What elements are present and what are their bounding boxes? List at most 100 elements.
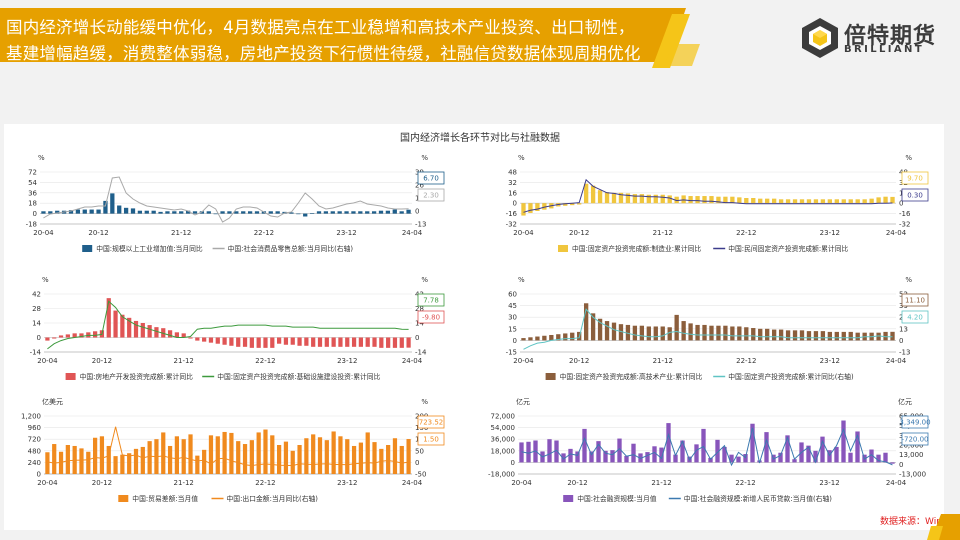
- bar: [345, 337, 350, 347]
- bar: [688, 196, 693, 204]
- bar: [337, 211, 342, 214]
- bar: [195, 337, 200, 341]
- y-axis-unit-right: 亿元: [898, 397, 912, 406]
- x-tick-label: 20-12: [569, 229, 589, 237]
- bar: [297, 445, 302, 474]
- bar: [174, 436, 180, 474]
- y-axis-unit-right: %: [905, 154, 912, 162]
- x-tick-label: 20-12: [88, 229, 108, 237]
- bar: [604, 192, 610, 204]
- chart-panel-2: %%4832160-16-324832160-16-3220-0420-1221…: [506, 154, 929, 253]
- bar: [229, 432, 234, 474]
- bar: [792, 330, 798, 341]
- y-tick-label-right: -13,000: [899, 471, 926, 479]
- bar: [110, 193, 115, 214]
- bar: [813, 199, 819, 204]
- bar: [827, 450, 832, 463]
- bar: [206, 211, 211, 214]
- y-tick-label-left: 960: [28, 424, 41, 432]
- x-tick-label: 22-12: [255, 479, 275, 487]
- bar: [582, 428, 587, 463]
- bar: [806, 199, 812, 204]
- bar: [158, 211, 163, 214]
- cube-logo-icon: [802, 18, 838, 58]
- legend-label: 中国:出口金额:当月同比(右轴): [227, 494, 319, 503]
- bar: [674, 314, 679, 341]
- bar: [338, 337, 343, 347]
- brand-logo: 倍特期货 BRILLIANT: [800, 16, 950, 62]
- callout-value: 1.50: [423, 436, 439, 444]
- bar: [399, 337, 404, 348]
- bar: [371, 211, 377, 214]
- x-tick-label: 21-12: [174, 357, 194, 365]
- legend-label: 中国:固定资产投资完成额:高技术产业:累计同比: [560, 372, 703, 381]
- bar: [695, 196, 700, 204]
- bar: [561, 453, 566, 463]
- y-tick-label-left: 0: [511, 459, 515, 467]
- bar: [68, 210, 74, 214]
- callout-box: [417, 432, 445, 446]
- bar: [883, 331, 888, 341]
- bar: [247, 211, 253, 214]
- bar: [876, 332, 881, 341]
- bar: [297, 337, 302, 346]
- y-tick-label-left: 0: [513, 200, 517, 208]
- bar: [577, 203, 582, 205]
- bar: [876, 197, 881, 204]
- y-tick-label-left: -15: [506, 349, 517, 357]
- legend-swatch: [545, 373, 556, 380]
- bar: [344, 211, 349, 214]
- y-tick-label-left: 36,000: [491, 436, 516, 444]
- y-tick-label-right: -32: [899, 221, 910, 229]
- bar: [722, 446, 727, 463]
- bar: [165, 211, 170, 214]
- bar: [667, 195, 672, 204]
- bar: [372, 337, 377, 347]
- bar: [834, 446, 839, 463]
- callout-value: 2.30: [423, 192, 439, 200]
- bar: [618, 192, 624, 204]
- series-line: [43, 176, 409, 223]
- y-tick-label-left: 0: [37, 334, 41, 342]
- bar: [590, 185, 596, 204]
- bar: [680, 440, 685, 463]
- y-tick-label-right: 26: [415, 182, 424, 190]
- bar: [130, 208, 136, 214]
- bar: [568, 448, 573, 463]
- bar: [365, 337, 370, 347]
- bar: [181, 439, 186, 474]
- bar: [632, 325, 638, 341]
- bar: [751, 198, 756, 204]
- bar: [709, 325, 714, 341]
- x-tick-label: 20-12: [92, 479, 112, 487]
- bar: [256, 337, 261, 348]
- bar: [270, 337, 275, 348]
- bar: [92, 331, 98, 338]
- x-tick-label: 24-04: [402, 229, 423, 237]
- y-tick-label-right: 13,000: [899, 451, 924, 459]
- bar: [806, 445, 811, 463]
- y-tick-label-left: 240: [28, 459, 41, 467]
- y-axis-unit-left: %: [518, 154, 525, 162]
- bar: [167, 445, 173, 474]
- bar: [392, 438, 398, 474]
- legend-label: 中国:社会融资规模:当月值: [577, 494, 657, 503]
- bar: [290, 450, 295, 474]
- y-tick-label-right: 0: [899, 461, 903, 469]
- bar: [694, 444, 699, 463]
- bar: [208, 337, 214, 343]
- bar: [79, 333, 84, 338]
- y-tick-label-left: -16: [506, 210, 518, 218]
- callout-box: [901, 293, 929, 307]
- bar: [181, 333, 186, 338]
- bar: [372, 442, 377, 474]
- x-tick-label: 20-12: [567, 479, 587, 487]
- chart-panel-4: %%604530150-15523926130-1320-0420-1221-1…: [506, 276, 929, 381]
- bar: [792, 459, 797, 463]
- bar: [834, 331, 839, 341]
- y-tick-label-left: 30: [508, 314, 517, 322]
- bar: [709, 196, 714, 204]
- bar: [667, 327, 672, 341]
- legend-label: 中国:固定资产投资完成额:累计同比(右轴): [728, 372, 854, 381]
- x-tick-label: 20-04: [37, 357, 58, 365]
